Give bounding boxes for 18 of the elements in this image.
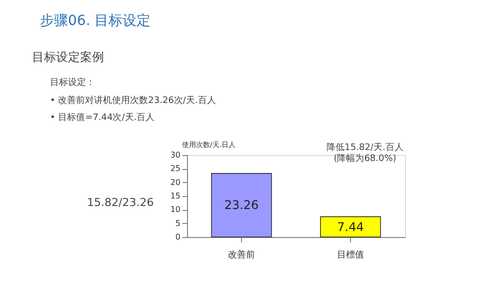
text: • 改善前对讲机使用次数23.26次/天.百人 (50, 95, 216, 106)
y-tick-label: 15 (170, 192, 180, 200)
text: 15.82/23.26 (87, 196, 154, 209)
y-tick-label: 20 (170, 178, 180, 187)
data-label: 23.26 (224, 198, 259, 212)
y-tick-label: 5 (175, 218, 180, 228)
text: 目标设定案例 (32, 50, 104, 64)
y-tick-label: 10 (170, 205, 180, 214)
chart-title: 步骤06. 目标设定 (40, 13, 151, 29)
y-tick-label: 0 (175, 232, 180, 242)
text: 目标设定： (50, 77, 95, 88)
text: • 目标值=7.44次/天.百人 (50, 112, 155, 123)
y-tick-label: 25 (170, 164, 180, 174)
data-label: 7.44 (337, 220, 364, 234)
annotation: 降低15.82/天.百人 (降幅为68.0%) (326, 142, 404, 164)
y-tick-label: 30 (170, 150, 180, 160)
x-tick-label: 改善前 (228, 250, 255, 260)
x-tick-label: 目標值 (337, 250, 364, 260)
